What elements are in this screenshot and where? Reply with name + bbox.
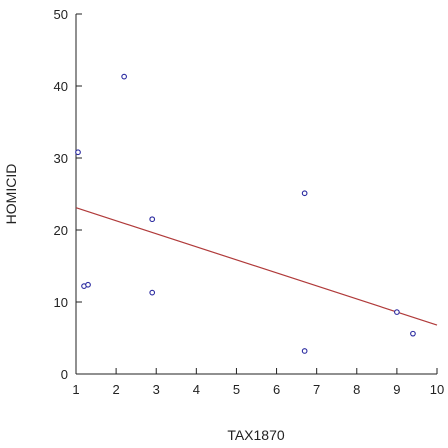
data-point (149, 289, 156, 296)
x-tick-label: 7 (313, 382, 320, 397)
data-point (301, 190, 308, 197)
x-tick-label: 2 (112, 382, 119, 397)
data-point (410, 330, 416, 337)
y-tick-label: 20 (54, 223, 68, 238)
data-points (75, 73, 416, 354)
fit-line-group (75, 207, 438, 326)
x-tick-label: 1 (72, 382, 79, 397)
x-tick-label: 10 (430, 382, 444, 397)
data-point (75, 149, 81, 156)
data-point (149, 216, 156, 223)
axes (75, 14, 437, 375)
y-axis-title: HOMICID (3, 164, 19, 225)
data-point (301, 348, 308, 354)
x-tick-label: 3 (153, 382, 160, 397)
ticks: 1 2 3 4 5 6 7 8 9 10 0 10 20 30 40 50 (54, 7, 445, 397)
x-tick-label: 5 (233, 382, 240, 397)
y-tick-label: 10 (54, 295, 68, 310)
data-point (121, 73, 127, 80)
x-axis-title: TAX1870 (227, 427, 285, 443)
data-point (85, 281, 91, 288)
data-point (394, 309, 400, 315)
y-tick-label: 50 (54, 7, 68, 22)
x-tick-label: 4 (193, 382, 200, 397)
regression-line (75, 207, 438, 326)
y-tick-label: 40 (54, 79, 68, 94)
y-tick-label: 0 (61, 367, 68, 382)
x-tick-label: 8 (353, 382, 360, 397)
y-tick-label: 30 (54, 151, 68, 166)
x-tick-label: 6 (273, 382, 280, 397)
x-tick-label: 9 (393, 382, 400, 397)
